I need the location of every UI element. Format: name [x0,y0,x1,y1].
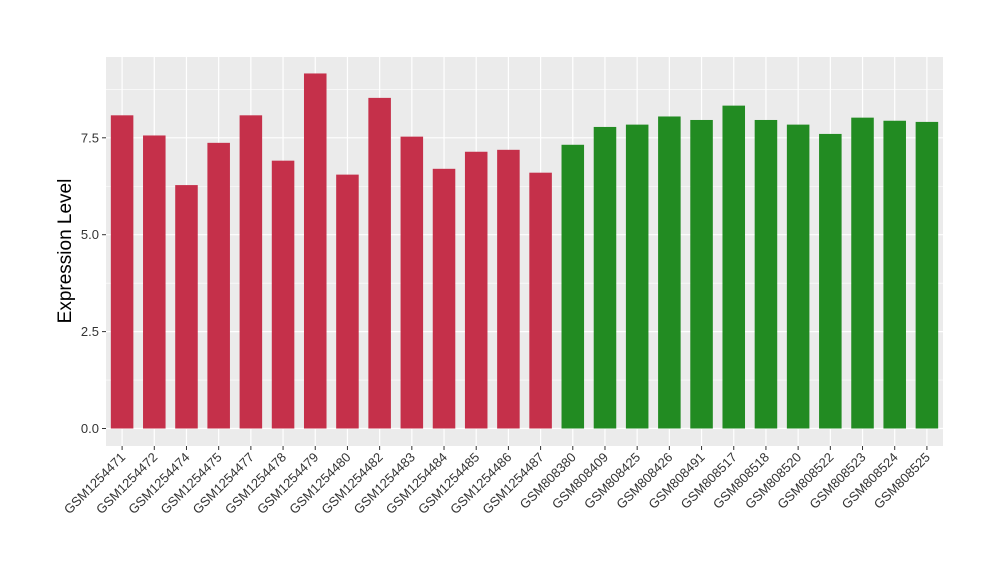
y-tick-label: 2.5 [81,324,99,339]
y-tick-label: 5.0 [81,227,99,242]
bar-GSM1254487 [529,172,552,429]
bar-GSM808491 [690,119,713,429]
bar-GSM1254472 [143,135,166,429]
y-axis-title: Expression Level [55,179,76,324]
bar-GSM808523 [851,117,874,429]
bar-GSM1254484 [432,168,456,429]
bar-GSM1254477 [239,115,263,429]
bar-GSM1254474 [175,185,198,429]
bar-GSM808380 [561,144,585,429]
plot-panel [106,57,943,446]
bar-GSM808409 [593,126,617,429]
bar-GSM808522 [819,133,842,429]
bar-GSM1254471 [110,115,134,429]
bar-GSM1254485 [464,151,488,429]
bar-GSM1254479 [303,73,327,429]
bar-GSM1254486 [497,149,520,429]
bar-GSM808524 [883,120,906,429]
bar-GSM1254483 [400,136,424,429]
bar-GSM808520 [786,124,810,429]
bars [110,73,939,429]
y-tick-label: 7.5 [81,130,99,145]
bar-GSM1254480 [336,174,359,429]
x-axis: GSM1254471GSM1254472GSM1254474GSM1254475… [61,446,933,517]
bar-GSM808525 [915,121,939,429]
bar-GSM1254478 [271,160,295,429]
bar-GSM808425 [625,124,649,429]
y-tick-label: 0.0 [81,421,99,436]
bar-GSM1254475 [207,142,230,429]
y-axis: 0.0 2.5 5.0 7.5 [81,130,106,436]
bar-GSM808517 [722,105,746,429]
bar-GSM1254482 [368,97,391,429]
bar-GSM808426 [658,116,681,429]
bar-GSM808518 [754,119,778,429]
